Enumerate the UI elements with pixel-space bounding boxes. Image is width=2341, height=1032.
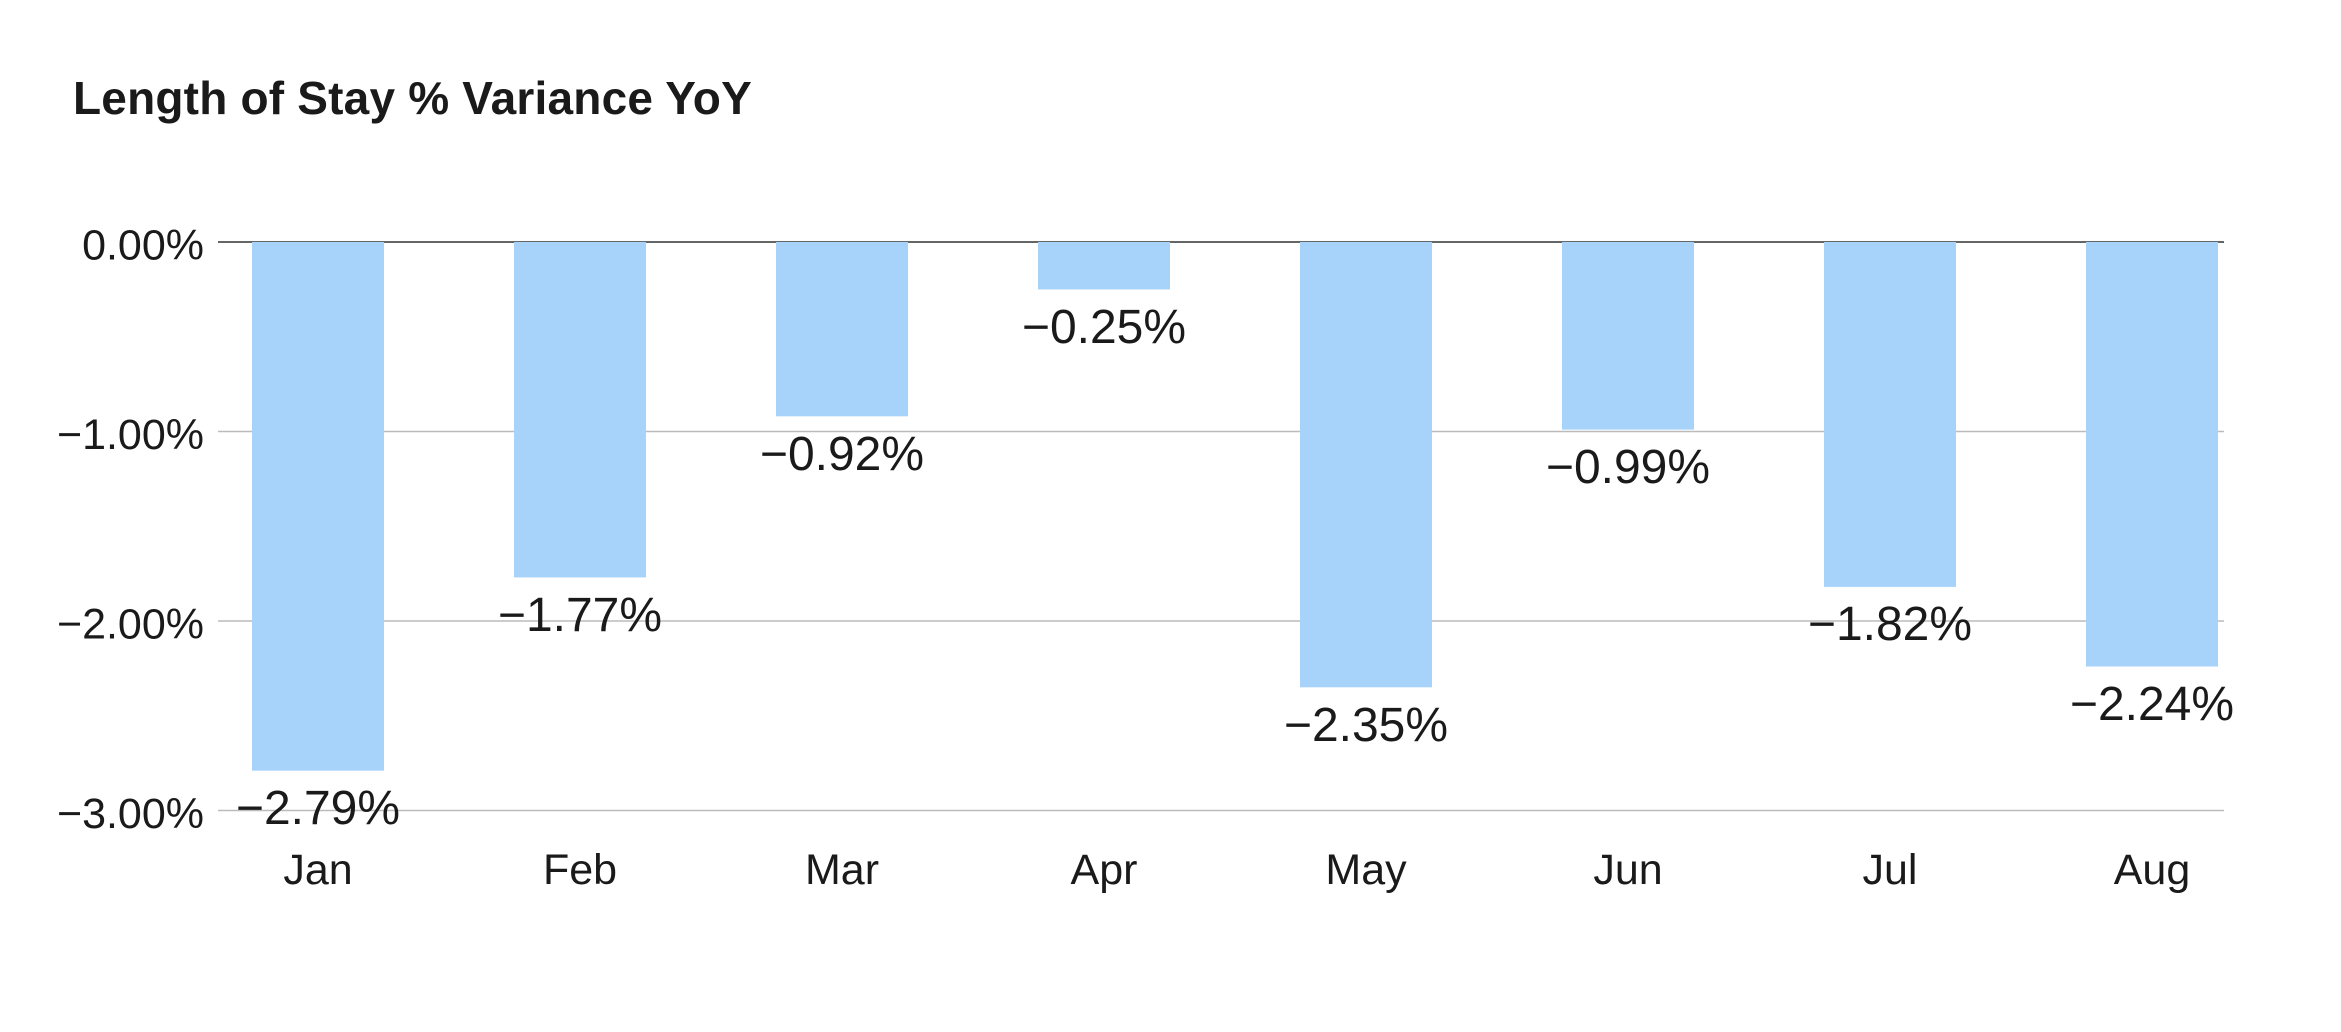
svg-text:−3.00%: −3.00% (57, 790, 204, 838)
svg-text:Feb: Feb (543, 846, 617, 894)
svg-text:−2.35%: −2.35% (1284, 699, 1448, 752)
svg-text:Apr: Apr (1071, 846, 1138, 894)
svg-text:−0.92%: −0.92% (760, 428, 924, 481)
svg-text:Aug: Aug (2114, 846, 2191, 894)
svg-text:−1.77%: −1.77% (498, 589, 662, 642)
svg-text:Jul: Jul (1863, 846, 1918, 894)
svg-text:−1.00%: −1.00% (57, 411, 204, 459)
svg-text:−0.99%: −0.99% (1546, 441, 1710, 494)
svg-text:−2.79%: −2.79% (236, 782, 400, 835)
svg-text:Mar: Mar (805, 846, 879, 894)
svg-text:−2.24%: −2.24% (2070, 678, 2234, 731)
svg-text:−2.00%: −2.00% (57, 601, 204, 649)
svg-text:May: May (1325, 846, 1407, 894)
svg-text:−1.82%: −1.82% (1808, 598, 1972, 651)
svg-text:0.00%: 0.00% (82, 222, 204, 270)
svg-text:−0.25%: −0.25% (1022, 301, 1186, 354)
svg-text:Jun: Jun (1593, 846, 1662, 894)
svg-text:Jan: Jan (283, 846, 352, 894)
